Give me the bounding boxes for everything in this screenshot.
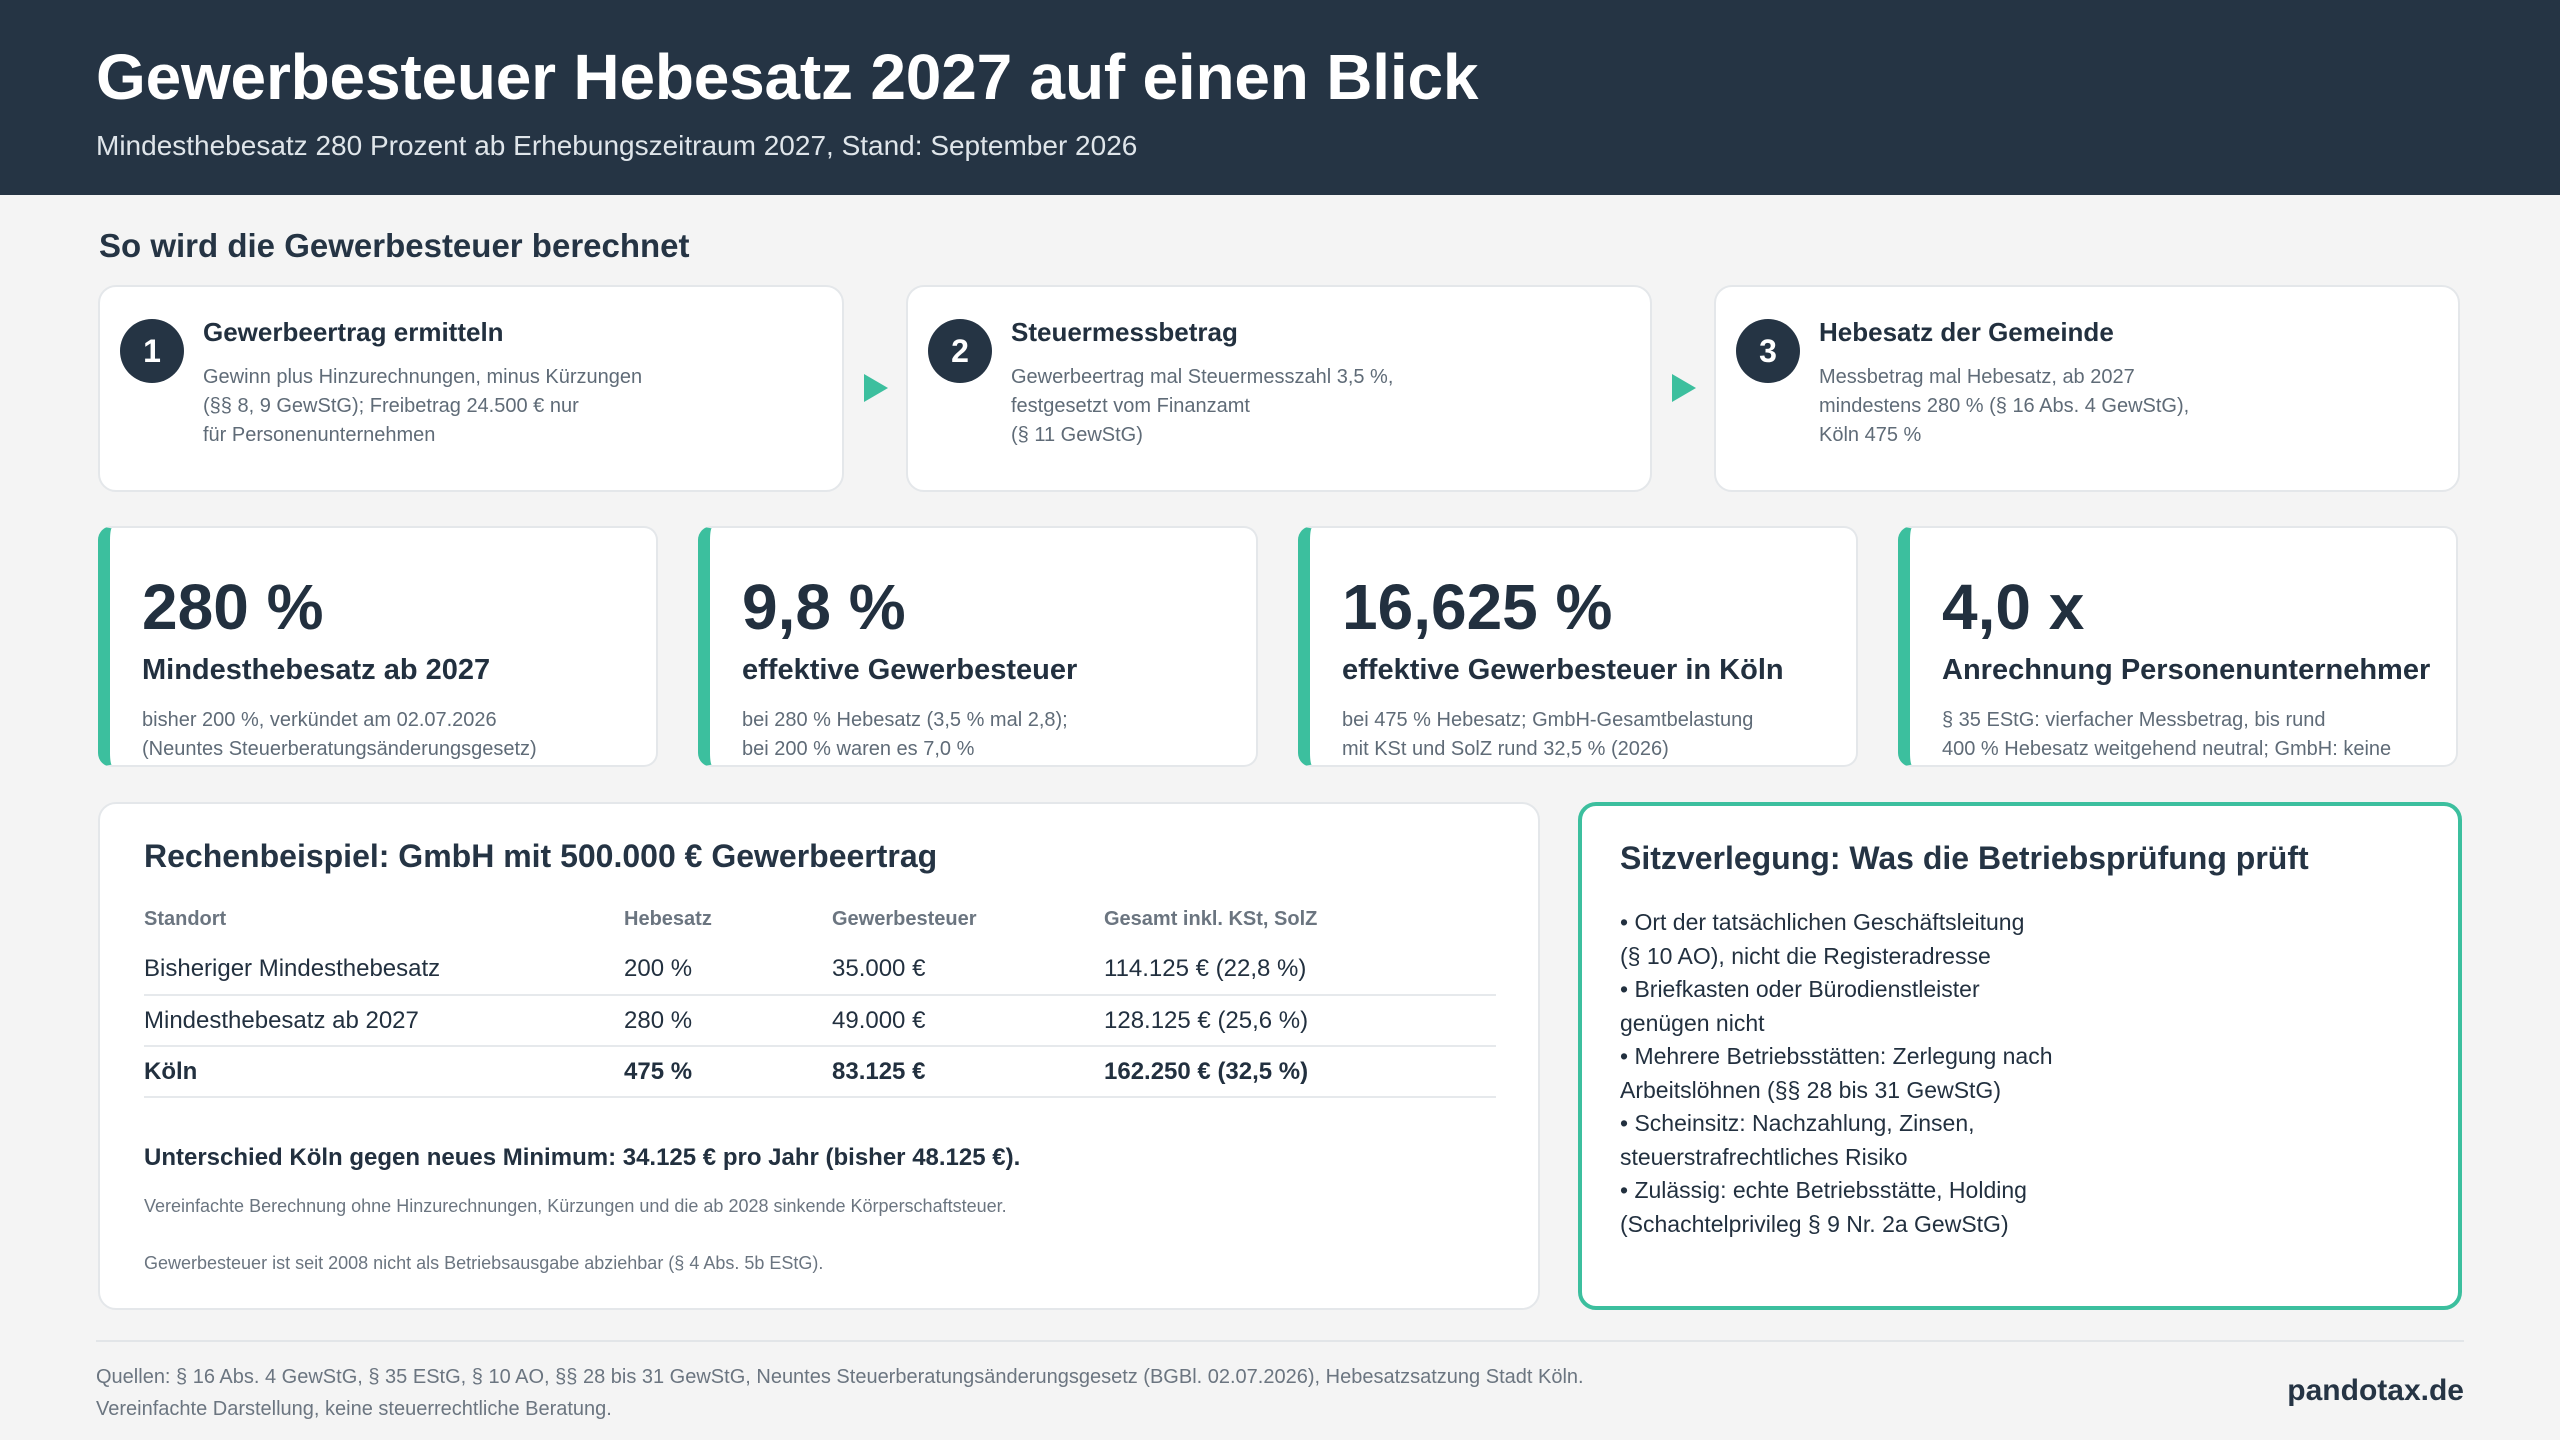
kpi-value: 280 %: [142, 571, 324, 643]
table-cell: 128.125 € (25,6 %): [1104, 995, 1496, 1047]
kpi-card-cologne: 16,625 % effektive Gewerbesteuer in Köln…: [1298, 526, 1858, 767]
list-item: • Zulässig: echte Betriebsstätte, Holdin…: [1620, 1177, 2027, 1203]
step-title: Steuermessbetrag: [1011, 317, 1238, 347]
table-cell: 280 %: [624, 995, 832, 1047]
page-header: Gewerbesteuer Hebesatz 2027 auf einen Bl…: [0, 0, 2560, 195]
arrow-right-icon: [1672, 374, 1696, 402]
table-row: Bisheriger Mindesthebesatz 200 % 35.000 …: [144, 944, 1496, 996]
table-cell: 200 %: [624, 944, 832, 996]
table-row: Mindesthebesatz ab 2027 280 % 49.000 € 1…: [144, 995, 1496, 1047]
list-item: Arbeitslöhnen (§§ 28 bis 31 GewStG): [1620, 1076, 2001, 1103]
kpi-note: § 35 EStG: vierfacher Messbetrag, bis ru…: [1942, 709, 2392, 760]
column-header: Gesamt inkl. KSt, SolZ: [1104, 908, 1318, 930]
table-header-row: Standort Hebesatz Gewerbesteuer Gesamt i…: [144, 902, 1496, 944]
footer-divider: [96, 1340, 2464, 1342]
kpi-note: bisher 200 %, verkündet am 02.07.2026 (N…: [142, 709, 537, 760]
step-number-badge: 3: [1736, 319, 1800, 383]
example-note: Gewerbesteuer ist seit 2008 nicht als Be…: [144, 1253, 824, 1273]
list-item: • Ort der tatsächlichen Geschäftsleitung: [1620, 909, 2025, 935]
step-description: Messbetrag mal Hebesatz, ab 2027 mindest…: [1819, 366, 2190, 446]
kpi-note: bei 280 % Hebesatz (3,5 % mal 2,8); bei …: [742, 709, 1068, 760]
table-cell: 114.125 € (22,8 %): [1104, 944, 1496, 996]
example-note: Vereinfachte Berechnung ohne Hinzurechnu…: [144, 1196, 1007, 1216]
list-item: (§ 10 AO), nicht die Registeradresse: [1620, 942, 1991, 969]
kpi-value: 9,8 %: [742, 571, 906, 643]
relocation-list: • Ort der tatsächlichen Geschäftsleitung…: [1620, 906, 2080, 1241]
arrow-right-icon: [864, 374, 888, 402]
list-item: • Mehrere Betriebsstätten: Zerlegung nac…: [1620, 1043, 2053, 1069]
step-title: Hebesatz der Gemeinde: [1819, 317, 2114, 347]
kpi-value: 4,0 x: [1942, 571, 2085, 643]
example-title: Rechenbeispiel: GmbH mit 500.000 € Gewer…: [144, 838, 938, 874]
table-cell: 475 %: [624, 1046, 832, 1098]
list-item: • Briefkasten oder Bürodienstleister: [1620, 976, 1980, 1002]
page-subtitle: Mindesthebesatz 280 Prozent ab Erhebungs…: [96, 130, 1138, 161]
footer-disclaimer: Vereinfachte Darstellung, keine steuerre…: [96, 1398, 612, 1420]
kpi-label: effektive Gewerbesteuer: [742, 654, 1078, 686]
step-description: Gewerbeertrag mal Steuermesszahl 3,5 %, …: [1011, 366, 1394, 446]
table-cell: 49.000 €: [832, 995, 1104, 1047]
list-item: (Schachtelprivileg § 9 Nr. 2a GewStG): [1620, 1210, 2009, 1237]
kpi-card-effective-tax: 9,8 % effektive Gewerbesteuer bei 280 % …: [698, 526, 1258, 767]
step-number-badge: 2: [928, 319, 992, 383]
step-description: Gewinn plus Hinzurechnungen, minus Kürzu…: [203, 366, 643, 446]
table-row-highlight: Köln 475 % 83.125 € 162.250 € (32,5 %): [144, 1046, 1496, 1098]
step-title: Gewerbeertrag ermitteln: [203, 317, 504, 347]
kpi-label: Anrechnung Personenunternehmer: [1942, 654, 2431, 686]
kpi-label: effektive Gewerbesteuer in Köln: [1342, 654, 1784, 686]
kpi-card-credit: 4,0 x Anrechnung Personenunternehmer § 3…: [1898, 526, 2458, 767]
column-header: Standort: [144, 908, 227, 930]
table-cell: 83.125 €: [832, 1046, 1104, 1098]
relocation-panel: Sitzverlegung: Was die Betriebsprüfung p…: [1578, 802, 2462, 1310]
table-cell: 35.000 €: [832, 944, 1104, 996]
table-cell: 162.250 € (32,5 %): [1104, 1046, 1496, 1098]
footer-sources: Quellen: § 16 Abs. 4 GewStG, § 35 EStG, …: [96, 1366, 1584, 1388]
table-cell: Bisheriger Mindesthebesatz: [144, 944, 624, 996]
list-item: • Scheinsitz: Nachzahlung, Zinsen,: [1620, 1110, 1975, 1136]
page-title: Gewerbesteuer Hebesatz 2027 auf einen Bl…: [96, 41, 1479, 113]
example-panel: Rechenbeispiel: GmbH mit 500.000 € Gewer…: [98, 802, 1540, 1310]
relocation-title: Sitzverlegung: Was die Betriebsprüfung p…: [1620, 840, 2309, 876]
calculation-section-title: So wird die Gewerbesteuer berechnet: [99, 227, 690, 264]
step-card-3: 3 Hebesatz der Gemeinde Messbetrag mal H…: [1714, 285, 2460, 492]
step-number-badge: 1: [120, 319, 184, 383]
table-cell: Mindesthebesatz ab 2027: [144, 995, 624, 1047]
list-item: steuerstrafrechtliches Risiko: [1620, 1143, 1908, 1170]
column-header: Gewerbesteuer: [832, 908, 977, 930]
kpi-label: Mindesthebesatz ab 2027: [142, 654, 491, 686]
example-difference: Unterschied Köln gegen neues Minimum: 34…: [144, 1144, 1021, 1171]
brand-logo-text: pandotax.de: [2287, 1374, 2464, 1407]
kpi-card-min-rate: 280 % Mindesthebesatz ab 2027 bisher 200…: [98, 526, 658, 767]
column-header: Hebesatz: [624, 908, 712, 930]
kpi-note: bei 475 % Hebesatz; GmbH-Gesamtbelastung…: [1342, 709, 1754, 760]
kpi-value: 16,625 %: [1342, 571, 1613, 643]
list-item: genügen nicht: [1620, 1009, 1765, 1036]
step-card-1: 1 Gewerbeertrag ermitteln Gewinn plus Hi…: [98, 285, 844, 492]
example-table: Standort Hebesatz Gewerbesteuer Gesamt i…: [144, 902, 1496, 1098]
step-card-2: 2 Steuermessbetrag Gewerbeertrag mal Ste…: [906, 285, 1652, 492]
table-cell: Köln: [144, 1046, 624, 1098]
